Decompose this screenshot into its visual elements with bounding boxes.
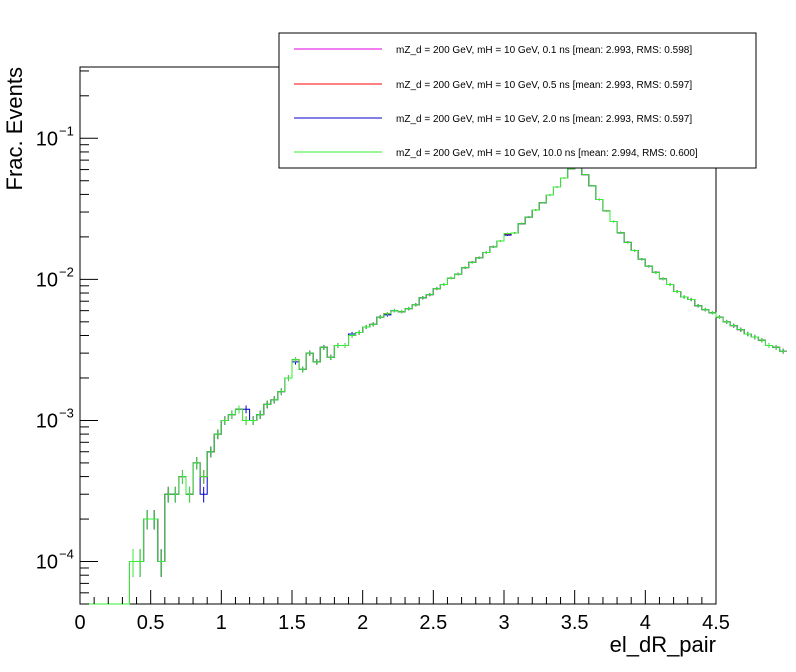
legend-label-2p0ns: mZ_d = 200 GeV, mH = 10 GeV, 2.0 ns [mea… [396,114,692,125]
legend-box [278,32,757,169]
x-tick-label: 3 [498,612,509,634]
y-tick-exponent: −2 [59,264,74,279]
y-tick-label: 10 [36,552,58,574]
x-tick-label: 4 [640,612,651,634]
x-tick-label: 2.5 [419,612,447,634]
x-tick-label: 1 [216,612,227,634]
x-tick-label: 2 [357,612,368,634]
x-tick-label: 4.5 [702,612,730,634]
series-layer [80,158,787,605]
y-tick-label: 10 [36,128,58,150]
y-tick-label: 10 [36,269,58,291]
y-tick-exponent: −4 [59,547,74,562]
y-axis-title: Frac. Events [2,67,27,190]
x-tick-label: 3.5 [561,612,589,634]
x-axis-title: el_dR_pair [610,632,716,657]
x-tick-label: 0.5 [137,612,165,634]
axes-layer: 0 0.5 1 1.5 2 2.5 3 3.5 4 4.510−410−310−210−1 [36,70,730,634]
y-tick-label: 10 [36,410,58,432]
legend-label-10p0ns: mZ_d = 200 GeV, mH = 10 GeV, 10.0 ns [me… [396,148,698,159]
series-3 [80,158,787,605]
y-tick-exponent: −3 [59,405,74,420]
series-step-line [80,158,787,605]
legend-label-0p5ns: mZ_d = 200 GeV, mH = 10 GeV, 0.5 ns [mea… [396,80,692,91]
legend: mZ_d = 200 GeV, mH = 10 GeV, 0.1 ns [mea… [278,32,757,169]
legend-label-0p1ns: mZ_d = 200 GeV, mH = 10 GeV, 0.1 ns [mea… [396,45,692,56]
x-tick-label: 1.5 [278,612,306,634]
y-tick-exponent: −1 [59,123,74,138]
x-tick-label: 0 [74,612,85,634]
